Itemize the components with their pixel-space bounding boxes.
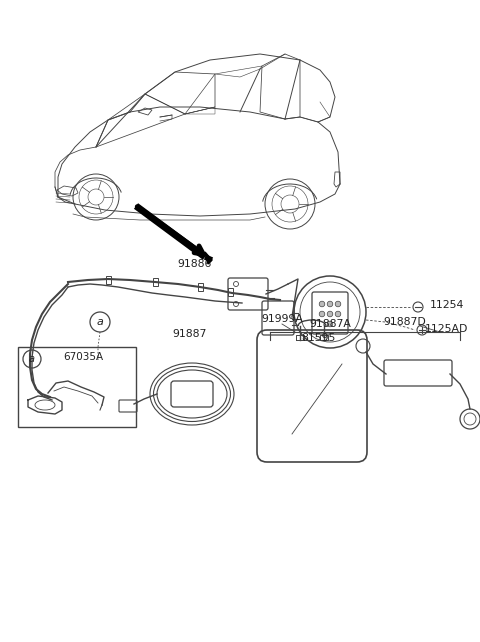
Text: a: a	[29, 354, 35, 364]
Text: 11254: 11254	[430, 300, 464, 310]
Circle shape	[327, 311, 333, 317]
Circle shape	[335, 311, 341, 317]
Text: a: a	[96, 317, 103, 327]
Circle shape	[327, 301, 333, 307]
Text: 91887: 91887	[173, 329, 207, 339]
Bar	[153, 278, 157, 286]
Text: 91999A: 91999A	[261, 314, 303, 324]
Circle shape	[335, 301, 341, 307]
Circle shape	[319, 311, 325, 317]
Polygon shape	[205, 252, 212, 264]
Bar	[197, 283, 203, 291]
Circle shape	[319, 301, 325, 307]
Text: 91886: 91886	[178, 259, 212, 269]
Text: 91887D: 91887D	[384, 317, 426, 327]
Bar	[106, 276, 110, 284]
Text: 67035A: 67035A	[63, 352, 103, 362]
Text: 81595: 81595	[301, 333, 335, 343]
Bar	[18, 347, 136, 427]
Text: 91887A: 91887A	[309, 319, 351, 329]
Circle shape	[327, 321, 333, 327]
Bar	[228, 288, 232, 296]
Text: 1125AD: 1125AD	[425, 324, 468, 334]
